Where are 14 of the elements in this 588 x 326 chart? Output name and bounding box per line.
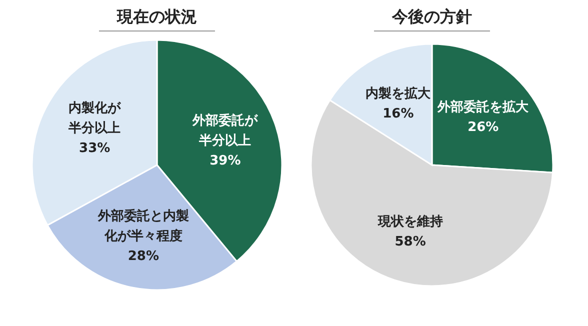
slice-label: 外部委託と内製化が半々程度	[96, 208, 189, 244]
slice-label: 内製化が半分以上	[68, 100, 122, 136]
chart-title: 現在の状況	[116, 7, 197, 26]
data-label: 26%	[468, 120, 499, 135]
data-label: 58%	[394, 234, 426, 250]
chart-title: 今後の方針	[391, 7, 472, 26]
data-label: 16%	[382, 106, 414, 122]
slice-label: 内製を拡大	[366, 85, 432, 102]
data-label: 28%	[128, 248, 159, 264]
slice-label: 外部委託を拡大	[436, 98, 530, 115]
slice-label: 現状を維持	[376, 214, 443, 230]
data-label: 33%	[79, 140, 110, 156]
data-label: 39%	[210, 152, 241, 168]
slice-label: 外部委託が半分以上	[192, 112, 259, 148]
